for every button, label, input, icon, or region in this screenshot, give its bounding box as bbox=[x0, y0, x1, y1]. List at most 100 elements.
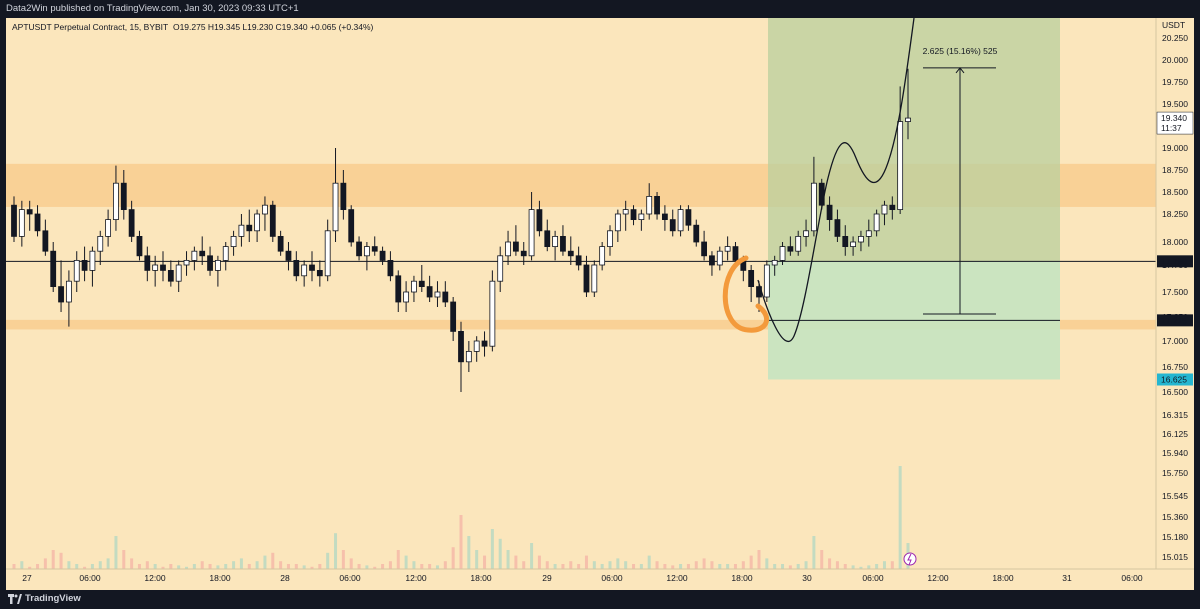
candle-body[interactable] bbox=[560, 235, 566, 252]
candle-body[interactable] bbox=[677, 209, 684, 232]
candle-body[interactable] bbox=[348, 209, 355, 243]
candle-body[interactable] bbox=[591, 264, 598, 293]
candle-body[interactable] bbox=[826, 204, 833, 220]
candle-body[interactable] bbox=[403, 291, 410, 303]
candle-body[interactable] bbox=[144, 255, 151, 271]
candle-body[interactable] bbox=[230, 235, 237, 247]
candle-body[interactable] bbox=[81, 259, 88, 271]
candle-body[interactable] bbox=[277, 235, 284, 252]
candle-body[interactable] bbox=[222, 246, 229, 261]
candle-body[interactable] bbox=[536, 209, 543, 232]
candle-body[interactable] bbox=[763, 264, 770, 298]
candle-body[interactable] bbox=[434, 291, 441, 298]
candle-body[interactable] bbox=[262, 204, 268, 215]
candle-body[interactable] bbox=[50, 250, 57, 287]
candle-body[interactable] bbox=[356, 241, 362, 257]
candle-body[interactable] bbox=[552, 235, 559, 247]
candle-body[interactable] bbox=[465, 350, 472, 363]
candle-body[interactable] bbox=[834, 219, 841, 237]
candle-body[interactable] bbox=[709, 255, 715, 266]
candle-body[interactable] bbox=[379, 250, 386, 261]
candle-body[interactable] bbox=[512, 241, 519, 252]
candle-body[interactable] bbox=[685, 209, 692, 226]
candle-body[interactable] bbox=[638, 213, 645, 220]
candle-body[interactable] bbox=[795, 235, 802, 252]
candle-body[interactable] bbox=[450, 301, 457, 332]
candle-body[interactable] bbox=[175, 264, 182, 282]
candle-body[interactable] bbox=[324, 230, 331, 277]
candle-body[interactable] bbox=[850, 241, 857, 247]
candle-body[interactable] bbox=[748, 269, 755, 287]
candle-body[interactable] bbox=[544, 230, 551, 248]
candle-body[interactable] bbox=[105, 219, 112, 237]
candle-body[interactable] bbox=[630, 209, 637, 221]
legend-symbol[interactable]: APTUSDT Perpetual Contract, 15, BYBIT bbox=[12, 22, 169, 32]
candle-body[interactable] bbox=[395, 275, 402, 303]
candle-body[interactable] bbox=[865, 230, 872, 237]
candle-body[interactable] bbox=[167, 269, 174, 282]
candle-body[interactable] bbox=[803, 230, 809, 237]
candle-body[interactable] bbox=[26, 209, 33, 215]
projected-price-path[interactable] bbox=[757, 18, 915, 343]
price-chart-svg[interactable]: 2.625 (15.16%) 525 USDT 20.250 20.000 19.750… bbox=[6, 18, 1194, 590]
candle-body[interactable] bbox=[654, 195, 660, 215]
candle-body[interactable] bbox=[607, 230, 613, 248]
candle-body[interactable] bbox=[599, 246, 606, 266]
candle-body[interactable] bbox=[411, 280, 417, 293]
candle-body[interactable] bbox=[214, 259, 221, 271]
candle-body[interactable] bbox=[489, 280, 496, 347]
candle-body[interactable] bbox=[701, 241, 708, 257]
candle-body[interactable] bbox=[520, 250, 527, 257]
candle-body[interactable] bbox=[254, 213, 261, 232]
candle-body[interactable] bbox=[136, 235, 143, 257]
candle-body[interactable] bbox=[387, 259, 394, 277]
candle-body[interactable] bbox=[418, 280, 425, 288]
candle-body[interactable] bbox=[363, 246, 370, 257]
candle-body[interactable] bbox=[771, 259, 778, 266]
candle-body[interactable] bbox=[528, 209, 535, 257]
candle-body[interactable] bbox=[34, 213, 41, 232]
candle-body[interactable] bbox=[661, 213, 668, 220]
candle-body[interactable] bbox=[65, 280, 72, 303]
candle-body[interactable] bbox=[269, 204, 276, 237]
candle-body[interactable] bbox=[191, 250, 198, 261]
candle-body[interactable] bbox=[442, 291, 449, 303]
candle-body[interactable] bbox=[787, 246, 794, 252]
candle-body[interactable] bbox=[724, 246, 731, 252]
candle-body[interactable] bbox=[575, 255, 582, 266]
candle-body[interactable] bbox=[89, 250, 96, 271]
candle-body[interactable] bbox=[11, 204, 17, 237]
candle-body[interactable] bbox=[120, 182, 127, 210]
candle-body[interactable] bbox=[622, 209, 629, 215]
candle-body[interactable] bbox=[113, 182, 119, 220]
candle-body[interactable] bbox=[128, 209, 135, 237]
candle-body[interactable] bbox=[340, 182, 347, 210]
candle-body[interactable] bbox=[426, 286, 433, 298]
candle-body[interactable] bbox=[889, 204, 896, 210]
candle-body[interactable] bbox=[669, 219, 676, 232]
candle-body[interactable] bbox=[371, 246, 378, 252]
candle-body[interactable] bbox=[567, 250, 574, 257]
candle-body[interactable] bbox=[316, 269, 323, 277]
candle-body[interactable] bbox=[858, 235, 864, 243]
candle-body[interactable] bbox=[732, 246, 739, 261]
candle-body[interactable] bbox=[905, 117, 911, 123]
candle-body[interactable] bbox=[505, 241, 511, 257]
candle-body[interactable] bbox=[842, 235, 849, 247]
candle-body[interactable] bbox=[160, 264, 166, 271]
candle-body[interactable] bbox=[301, 264, 308, 277]
candle-body[interactable] bbox=[458, 330, 464, 363]
candle-body[interactable] bbox=[873, 213, 880, 232]
candle-body[interactable] bbox=[779, 246, 786, 261]
candle-body[interactable] bbox=[152, 264, 159, 271]
candle-body[interactable] bbox=[207, 255, 213, 271]
candle-body[interactable] bbox=[473, 340, 480, 352]
candle-body[interactable] bbox=[246, 224, 253, 232]
candle-body[interactable] bbox=[18, 209, 25, 237]
candle-body[interactable] bbox=[332, 182, 339, 232]
candle-body[interactable] bbox=[614, 213, 621, 232]
candle-body[interactable] bbox=[73, 259, 80, 282]
candle-body[interactable] bbox=[309, 264, 315, 271]
chart-area[interactable]: 2.625 (15.16%) 525 USDT 20.250 20.000 19.750… bbox=[6, 18, 1194, 590]
candle-body[interactable] bbox=[897, 121, 904, 210]
